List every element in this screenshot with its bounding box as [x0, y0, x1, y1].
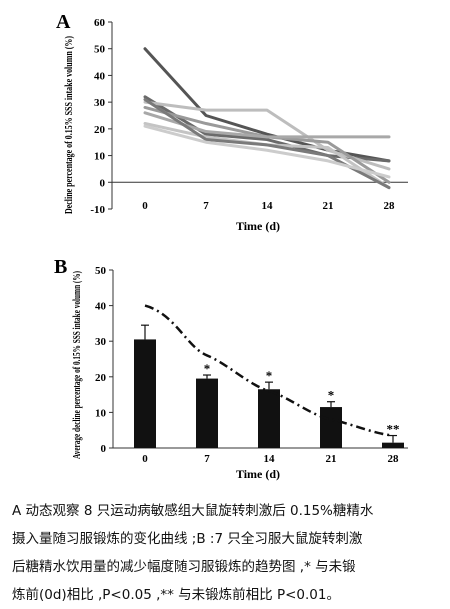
y-tick-label: 20	[94, 124, 106, 136]
bar	[382, 442, 404, 448]
significance-marker: **	[387, 422, 400, 437]
panel-a: A Decline percentage of 0.15% SSS intake…	[56, 11, 408, 233]
panel-a-label: A	[56, 11, 71, 33]
y-tick-label: 50	[94, 44, 106, 56]
y-tick-label: 30	[94, 97, 106, 109]
figure-caption: A 动态观察 8 只运动病敏感组大鼠旋转刺激后 0.15%糖精水 摄入量随习服锻…	[12, 497, 440, 609]
figure: A Decline percentage of 0.15% SSS intake…	[54, 11, 408, 481]
y-tick-label: 10	[95, 407, 107, 419]
y-tick-label: 40	[94, 70, 106, 82]
series-line	[143, 124, 391, 179]
significance-marker: *	[266, 368, 273, 383]
y-tick-label: 20	[95, 372, 107, 384]
x-tick-label: 28	[388, 453, 400, 465]
y-tick-label: 0	[101, 443, 107, 455]
panel-a-ylabel: Decline percentage of 0.15% SSS intake v…	[63, 36, 75, 214]
trend-line	[144, 304, 394, 437]
y-tick-label: 40	[95, 301, 107, 313]
panel-a-xlabel: Time (d)	[236, 219, 280, 233]
caption-line: 炼前(0d)相比 ,P<0.05 ,** 与未锻炼前相比 P<0.01。	[12, 587, 340, 603]
panel-b-ylabel: Average decline percentage of 0.15% SSS …	[71, 271, 83, 459]
y-tick-label: 30	[95, 336, 107, 348]
caption-line: A 动态观察 8 只运动病敏感组大鼠旋转刺激后 0.15%糖精水	[12, 503, 374, 519]
x-tick-label: 14	[262, 200, 274, 212]
x-tick-label: 7	[204, 453, 210, 465]
caption-line: 后糖精水饮用量的减少幅度随习服锻炼的趋势图 ,* 与未锻	[12, 559, 356, 575]
series-line	[143, 97, 391, 190]
y-tick-label: 0	[100, 177, 106, 189]
bar	[258, 389, 280, 448]
bar	[196, 378, 218, 448]
panel-b-xlabel: Time (d)	[236, 467, 280, 481]
significance-marker: *	[328, 388, 335, 403]
x-tick-label: 0	[142, 453, 148, 465]
panel-b-label: B	[54, 256, 67, 278]
x-tick-label: 21	[323, 200, 334, 212]
x-tick-label: 28	[384, 200, 396, 212]
bar	[134, 339, 156, 448]
bar	[320, 407, 342, 448]
y-tick-label: -10	[90, 204, 105, 216]
y-tick-label: 10	[94, 151, 106, 163]
y-tick-label: 50	[95, 265, 107, 277]
caption-line: 摄入量随习服锻炼的变化曲线 ;B :7 只全习服大鼠旋转刺激	[12, 531, 363, 547]
y-tick-label: 60	[94, 17, 106, 29]
x-tick-label: 7	[203, 200, 209, 212]
x-tick-label: 0	[142, 200, 148, 212]
panel-b: B Average decline percentage of 0.15% SS…	[54, 256, 408, 481]
x-tick-label: 21	[326, 453, 337, 465]
x-tick-label: 14	[264, 453, 276, 465]
significance-marker: *	[204, 361, 211, 376]
